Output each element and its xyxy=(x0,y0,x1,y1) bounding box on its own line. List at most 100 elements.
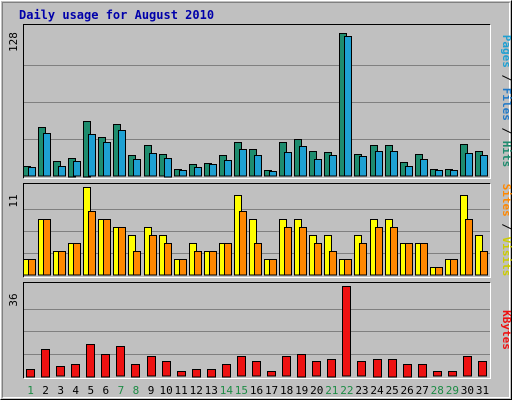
x-tick-label: 31 xyxy=(476,384,489,397)
panel-legend: Pages / Files / Hits xyxy=(500,35,512,168)
bar-sites-day-8 xyxy=(133,251,141,276)
x-tick-label: 17 xyxy=(265,384,278,397)
bar-kbytes-day-2 xyxy=(41,349,50,378)
bar-files-day-6 xyxy=(103,142,111,177)
legend-entry: Files xyxy=(500,88,512,121)
bar-files-day-21 xyxy=(329,155,337,177)
bar-files-day-26 xyxy=(405,166,413,177)
sites-visits-panel: 11 Sites / Visits xyxy=(7,183,512,278)
bar-kbytes-day-1 xyxy=(26,369,35,378)
legend-entry: Pages xyxy=(500,35,512,68)
bar-sites-day-28 xyxy=(435,267,443,276)
chart-title: Daily usage for August 2010 xyxy=(19,8,214,22)
x-tick-label: 29 xyxy=(446,384,459,397)
bar-kbytes-day-24 xyxy=(373,359,382,378)
bar-kbytes-day-25 xyxy=(388,359,397,378)
bar-files-day-11 xyxy=(179,170,187,177)
x-tick-label: 26 xyxy=(401,384,414,397)
bar-files-day-16 xyxy=(254,155,262,177)
bar-sites-day-14 xyxy=(224,243,232,276)
bar-kbytes-day-31 xyxy=(478,361,487,377)
bar-sites-day-1 xyxy=(28,259,36,276)
bar-files-day-24 xyxy=(375,151,383,177)
bar-files-day-7 xyxy=(118,130,126,177)
x-tick-label: 13 xyxy=(205,384,218,397)
x-tick-label: 4 xyxy=(72,384,79,397)
bar-files-day-17 xyxy=(269,171,277,177)
panel-border-light xyxy=(23,282,491,379)
bar-kbytes-day-11 xyxy=(177,371,186,377)
panel-border-dark xyxy=(23,24,491,179)
x-tick-label: 22 xyxy=(340,384,353,397)
x-tick-label: 5 xyxy=(87,384,94,397)
y-axis-max-label: 36 xyxy=(7,293,20,306)
bar-kbytes-day-9 xyxy=(147,356,156,377)
bar-sites-day-25 xyxy=(390,227,398,276)
x-tick-label: 28 xyxy=(431,384,444,397)
bar-files-day-27 xyxy=(420,159,428,177)
bar-sites-day-24 xyxy=(375,227,383,276)
legend-entry: Sites xyxy=(500,184,512,217)
bar-kbytes-day-21 xyxy=(327,359,336,378)
bar-files-day-8 xyxy=(133,159,141,177)
bar-sites-day-3 xyxy=(58,251,66,276)
x-tick-label: 14 xyxy=(220,384,234,397)
panel-border-light xyxy=(23,24,491,179)
x-tick-label: 7 xyxy=(118,384,125,397)
bar-kbytes-day-4 xyxy=(71,364,80,378)
bar-files-day-4 xyxy=(73,161,81,177)
bar-sites-day-19 xyxy=(299,227,307,276)
legend-entry: / xyxy=(500,217,512,237)
bar-files-day-5 xyxy=(88,134,96,177)
x-tick-label: 27 xyxy=(416,384,429,397)
bar-files-day-1 xyxy=(28,167,36,177)
bar-kbytes-day-12 xyxy=(192,369,201,378)
x-tick-label: 20 xyxy=(310,384,323,397)
bar-files-day-12 xyxy=(194,167,202,177)
bar-sites-day-12 xyxy=(194,251,202,276)
bar-files-day-13 xyxy=(209,164,217,177)
bar-sites-day-15 xyxy=(239,211,247,276)
bar-kbytes-day-17 xyxy=(267,371,276,377)
panel-border-dark xyxy=(23,183,491,278)
y-axis-max-label: 11 xyxy=(7,194,20,207)
bar-kbytes-day-23 xyxy=(357,361,366,377)
x-tick-label: 2 xyxy=(42,384,49,397)
bar-kbytes-day-14 xyxy=(222,364,231,378)
bar-files-day-14 xyxy=(224,160,232,177)
x-tick-label: 24 xyxy=(370,384,384,397)
bar-kbytes-day-27 xyxy=(418,364,427,378)
bar-kbytes-day-30 xyxy=(463,356,472,377)
bar-sites-day-23 xyxy=(359,243,367,276)
bar-files-day-23 xyxy=(359,156,367,177)
y-axis-max-label: 128 xyxy=(7,32,20,52)
bar-files-day-9 xyxy=(149,153,157,177)
bar-files-day-20 xyxy=(314,159,322,177)
legend-entry: / xyxy=(500,121,512,141)
panel-legend: KBytes xyxy=(500,310,512,350)
bar-files-day-25 xyxy=(390,151,398,177)
bar-sites-day-9 xyxy=(149,235,157,276)
bar-kbytes-day-13 xyxy=(207,369,216,378)
x-tick-label: 30 xyxy=(461,384,474,397)
bar-kbytes-day-19 xyxy=(297,354,306,378)
bar-files-day-28 xyxy=(435,170,443,177)
bar-kbytes-day-3 xyxy=(56,366,65,377)
bar-kbytes-day-10 xyxy=(162,361,171,377)
bar-sites-day-7 xyxy=(118,227,126,276)
bar-sites-day-13 xyxy=(209,251,217,276)
bar-kbytes-day-16 xyxy=(252,361,261,377)
chart-panels: 128 Pages / Files / Hits 11 Sites / Visits 3… xyxy=(7,24,512,379)
bar-sites-day-6 xyxy=(103,219,111,276)
x-tick-label: 6 xyxy=(103,384,110,397)
bar-sites-day-22 xyxy=(344,259,352,276)
x-tick-label: 25 xyxy=(385,384,398,397)
bar-sites-day-29 xyxy=(450,259,458,276)
x-tick-label: 3 xyxy=(57,384,64,397)
x-tick-label: 11 xyxy=(175,384,188,397)
x-tick-label: 23 xyxy=(355,384,368,397)
